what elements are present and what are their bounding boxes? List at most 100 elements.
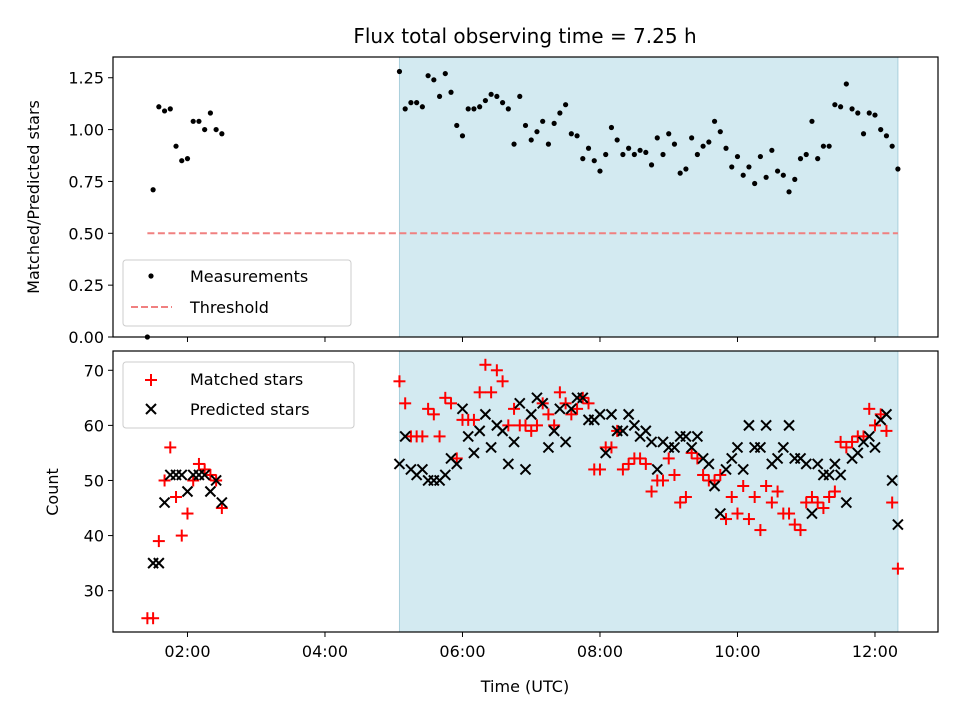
measurement-point: [711, 118, 718, 124]
matched-star-point: [553, 386, 566, 399]
matched-star-point: [886, 496, 899, 509]
predicted-star-point: [204, 485, 217, 498]
measurement-point: [763, 174, 769, 180]
measurement-point: [585, 145, 592, 151]
predicted-star-point: [198, 469, 211, 481]
measurement-point: [723, 145, 729, 151]
measurement-point: [442, 70, 448, 77]
measurement-point: [780, 172, 786, 178]
bottom-ytick-label: 30: [84, 582, 104, 601]
predicted-star-point: [720, 463, 732, 476]
matched-star-point: [565, 408, 578, 421]
measurement-point: [482, 97, 488, 104]
predicted-star-point: [514, 397, 526, 410]
measurement-point: [603, 151, 609, 158]
matched-star-point: [616, 463, 629, 476]
predicted-star-point: [703, 458, 715, 470]
matched-star-point: [582, 397, 595, 410]
measurement-point: [786, 189, 792, 195]
matched-star-point: [496, 375, 509, 388]
matched-star-point: [794, 524, 807, 537]
matched-star-point: [891, 562, 904, 575]
chart-title: Flux total observing time = 7.25 h: [353, 24, 696, 48]
matched-star-point: [559, 397, 572, 410]
measurement-point: [568, 131, 574, 137]
measurement-point: [883, 133, 890, 139]
predicted-star-point: [743, 419, 755, 432]
measurement-point: [396, 68, 403, 75]
measurement-point: [872, 112, 878, 118]
bottom-legend: Matched stars Predicted stars: [122, 361, 355, 429]
bottom-xtick-label: 06:00: [439, 642, 485, 661]
predicted-star-point: [708, 480, 721, 492]
measurement-point: [505, 106, 511, 112]
predicted-star-point: [691, 430, 704, 443]
predicted-star-point: [176, 469, 188, 481]
measurement-point: [528, 137, 534, 143]
matched-star-point: [823, 491, 836, 504]
predicted-star-point: [565, 403, 578, 415]
measurement-point: [689, 135, 695, 141]
measurement-point: [677, 170, 683, 176]
matched-star-point: [485, 386, 498, 399]
matched-star-point: [765, 496, 778, 509]
bottom-ytick-label: 70: [84, 361, 104, 380]
measurement-point: [219, 131, 225, 137]
bottom-xlabel: Time (UTC): [480, 677, 569, 696]
measurement-point: [591, 158, 597, 164]
measurement-point: [797, 156, 804, 162]
predicted-star-point: [680, 430, 692, 443]
predicted-star-point: [451, 458, 463, 470]
matched-star-point: [147, 612, 160, 625]
top-ytick-label: 1.00: [68, 121, 104, 140]
bottom-ytick-label: 50: [84, 471, 104, 490]
measurement-point: [666, 131, 672, 137]
matched-star-point: [525, 424, 538, 437]
predicted-star-point: [554, 403, 566, 415]
predicted-star-point: [714, 507, 726, 520]
matched-star-point: [863, 402, 876, 415]
predicted-star-point: [880, 408, 893, 421]
predicted-star-point: [806, 507, 818, 520]
predicted-star-point: [800, 458, 812, 470]
measurement-point: [202, 126, 208, 133]
matched-star-point: [152, 535, 165, 548]
matched-star-point: [639, 457, 652, 470]
predicted-star-point: [456, 403, 469, 415]
predicted-star-point: [416, 463, 429, 476]
matched-star-point: [708, 474, 721, 487]
measurement-point: [671, 141, 678, 147]
matched-star-point: [393, 375, 406, 388]
predicted-star-point: [628, 419, 641, 432]
matched-star-point: [634, 452, 647, 465]
matched-star-point: [725, 491, 738, 504]
legend-label-matched-stars: Matched stars: [190, 370, 303, 389]
measurement-point: [631, 151, 637, 158]
matched-star-point: [164, 441, 177, 454]
measurement-point: [534, 129, 540, 135]
bottom-ylabel: Count: [43, 468, 62, 516]
predicted-star-point: [181, 485, 194, 498]
top-ytick-label: 0.75: [68, 172, 104, 191]
measurement-point: [196, 118, 202, 124]
predicted-star-point: [158, 496, 171, 509]
measurement-point: [213, 126, 219, 133]
matched-star-point: [445, 397, 458, 410]
legend-marker-predicted-stars: [145, 403, 157, 415]
matched-star-point: [720, 513, 733, 526]
predicted-star-point: [496, 425, 509, 437]
matched-star-point: [828, 485, 841, 498]
predicted-star-point: [542, 441, 555, 454]
measurement-point: [545, 141, 552, 147]
bottom-xtick-label: 02:00: [164, 642, 210, 661]
predicted-star-point: [886, 474, 898, 487]
measurement-point: [815, 156, 821, 162]
measurement-point: [757, 153, 763, 160]
measurement-point: [734, 153, 741, 160]
matched-star-point: [422, 402, 435, 415]
top-ytick-label: 0.00: [68, 328, 104, 347]
predicted-star-point: [852, 447, 864, 459]
matched-star-point: [170, 491, 183, 504]
measurement-point: [499, 100, 506, 106]
matched-star-point: [187, 474, 200, 487]
